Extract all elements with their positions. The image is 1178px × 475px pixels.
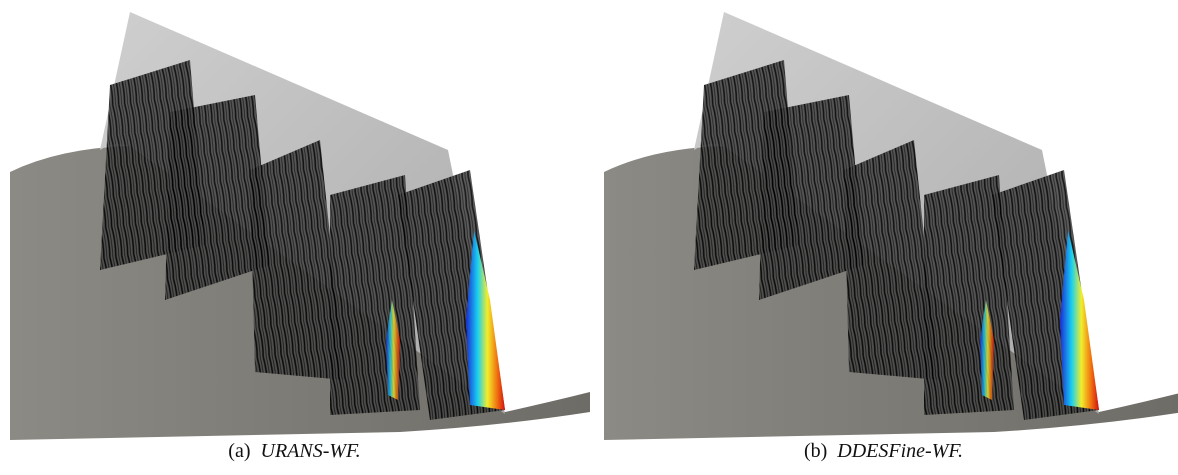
caption: (b) DDESFine-WF.: [589, 440, 1178, 463]
caption: (a) URANS-WF.: [0, 440, 589, 463]
figure: (a) URANS-WF. (b) DDESFine-WF.: [0, 0, 1178, 475]
renderings: [0, 0, 1178, 440]
caption-label: (b): [804, 440, 827, 462]
caption-label: (a): [228, 440, 250, 462]
caption-text: URANS-WF.: [261, 440, 361, 462]
caption-text: DDESFine-WF.: [837, 440, 963, 462]
